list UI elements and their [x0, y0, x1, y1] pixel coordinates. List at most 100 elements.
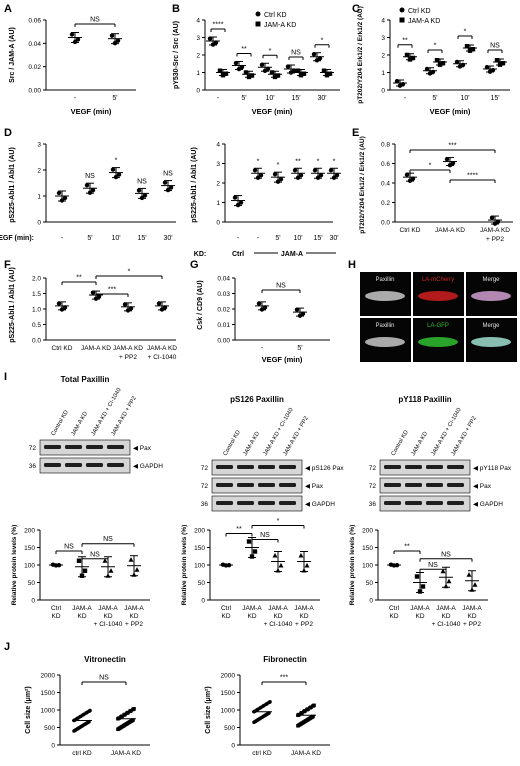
panel-J-letter: J: [4, 641, 10, 653]
panel-B-sig: *: [269, 48, 272, 55]
micrograph-label: LA-GFP: [427, 323, 449, 329]
panel-I-py118-mw: 36: [369, 501, 377, 508]
panel-D1-xtick: 15': [137, 235, 146, 242]
panel-I-py118-chart-xtick: KD: [467, 613, 476, 620]
panel-D2-kd-label: KD:: [194, 251, 206, 258]
panel-J-fibronectin-point: [308, 705, 312, 710]
panel-B-ytick-label: 4: [196, 18, 200, 25]
panel-G-sig: NS: [276, 283, 286, 290]
panel-F-ylabel: pS225-Abl1 / Abl1 (AU): [9, 267, 16, 343]
panel-I-py118-band: [405, 465, 422, 469]
panel-B-ytick-label: 0: [196, 88, 200, 95]
panel-J-vitronectin-point: [125, 711, 129, 715]
panel-E-xtick: + PP2: [486, 236, 504, 243]
micrograph-cell: [418, 337, 458, 347]
panel-B-ctrl-point: [262, 68, 268, 74]
panel-I-ps126-band: [216, 501, 233, 505]
panel-B-xtick: 30': [317, 95, 326, 102]
panel-E-group-point: [447, 162, 453, 168]
panel-B-ctrl-point: [314, 58, 320, 63]
panel-B-jam-point: [249, 73, 255, 78]
micrograph-label: Merge: [482, 277, 500, 283]
panel-E-group-point: [444, 156, 450, 162]
panel-D1-group-point: [136, 188, 142, 193]
panel-J-fibronectin-point: [305, 707, 309, 712]
panel-I-ps126-title: pS126 Paxillin: [230, 395, 284, 404]
panel-E-sig: *: [429, 163, 432, 170]
panel-D1-xtick: 30': [163, 235, 172, 242]
panel-D2-sig: *: [333, 158, 336, 165]
panel-F-group-point: [56, 301, 62, 306]
panel-A-group-point: [75, 37, 81, 42]
panel-I-total-chart-group-point: [131, 572, 137, 577]
panel-D2-group-point: [295, 175, 301, 180]
panel-I-ps126-blot-strip: [211, 459, 303, 476]
panel-A-ylabel: Src / JAM-A (AU): [9, 27, 16, 83]
panel-B-letter: B: [172, 3, 180, 15]
panel-I-ps126-blot-strip: [211, 495, 303, 512]
panel-I-py118-band: [405, 483, 422, 487]
panel-F-group-point: [59, 307, 65, 312]
panel-I-total-chart-xtick: JAM-A: [98, 605, 118, 612]
panel-E-group-point: [407, 178, 413, 183]
micrograph-cell: [365, 337, 405, 347]
panel-J-fibronectin-point: [261, 704, 265, 708]
panel-G-group-point: [297, 313, 303, 318]
panel-I-ps126-band: [237, 465, 254, 469]
panel-D2-group-point: [292, 168, 298, 173]
panel-I-total-chart-sig: NS: [64, 544, 74, 551]
panel-F-group-point: [93, 296, 99, 301]
panel-J-vitronectin-xtick: JAM-A KD: [111, 750, 141, 757]
panel-I-py118-chart-xtick: JAM-A: [410, 605, 430, 612]
panel-E-ytick-label: 0.2: [381, 200, 390, 207]
panel-D2-group-point: [312, 168, 318, 173]
panel-D2-group-point: [334, 173, 340, 178]
panel-D1-xtick: 10': [111, 235, 120, 242]
panel-B-jam-point: [246, 74, 252, 80]
panel-D2-sig: *: [257, 158, 260, 165]
panel-D1-sig: NS: [137, 178, 147, 185]
panel-J-vitronectin-ylabel: Cell size (μm²): [25, 686, 32, 733]
panel-A-xtick: 5': [112, 95, 117, 102]
panel-I-ps126-mw: 72: [201, 465, 209, 472]
panel-I-total-chart-group-point: [82, 568, 88, 573]
panel-C-sig: **: [402, 37, 408, 44]
panel-D2-group-point: [232, 195, 238, 200]
panel-J-fibronectin-point: [311, 704, 315, 708]
panel-I-total-chart-group-point: [105, 573, 111, 578]
panel-I-py118-band-label: ◀ GAPDH: [473, 501, 503, 508]
panel-J-fibronectin-ytick-label: 2000: [221, 673, 236, 680]
panel-D2-xtick: -: [257, 235, 260, 242]
panel-I-py118-mw: 72: [369, 465, 377, 472]
panel-A-xtick: -: [74, 95, 77, 102]
legend-jam-label: JAM-A KD: [408, 18, 440, 25]
panel-D1-sig: NS: [85, 173, 95, 180]
panel-D1-xtick: -: [61, 235, 64, 242]
panel-I-ps126-band-label: ◀ pS126 Pax: [305, 465, 344, 472]
panel-J-vitronectin-point: [75, 716, 79, 721]
panel-I-total-chart-ylabel: Relative protein levels (%): [11, 525, 18, 606]
panel-I-py118-chart-xtick: Ctrl: [389, 605, 400, 612]
panel-J-fibronectin-point: [265, 712, 269, 716]
panel-D1-group-point: [84, 183, 90, 188]
panel-E-ytick-label: 0.4: [381, 181, 390, 188]
panel-I-py118-band: [447, 465, 464, 469]
panel-J-fibronectin-xtick: JAM-A KD: [291, 750, 321, 757]
panel-B-xtick: 15': [291, 95, 300, 102]
panel-B-ctrl-point: [210, 42, 216, 47]
panel-I-py118-chart-xtick: JAM-A: [436, 605, 456, 612]
panel-I-total-band-label: ◀ GAPDH: [133, 463, 163, 470]
panel-I-total-chart-ytick-label: 200: [24, 528, 35, 535]
panel-I-py118-mw: 72: [369, 483, 377, 490]
legend-jam-label: JAM-A KD: [264, 22, 296, 29]
panel-A-group-point: [72, 39, 78, 45]
panel-J-fibronectin-ytick-label: 1000: [221, 708, 236, 715]
panel-D2-ytick-label: 2: [216, 181, 220, 188]
panel-C-jam-point: [470, 47, 476, 52]
panel-C-sig: *: [464, 29, 467, 36]
panel-I-total-mw: 72: [29, 445, 37, 452]
panel-D2-xtick: 30': [329, 235, 338, 242]
panel-G-ytick-label: 0.01: [217, 322, 230, 329]
panel-I-py118-chart-group-point: [417, 589, 423, 594]
panel-I-py118-blot-strip: [379, 495, 471, 512]
